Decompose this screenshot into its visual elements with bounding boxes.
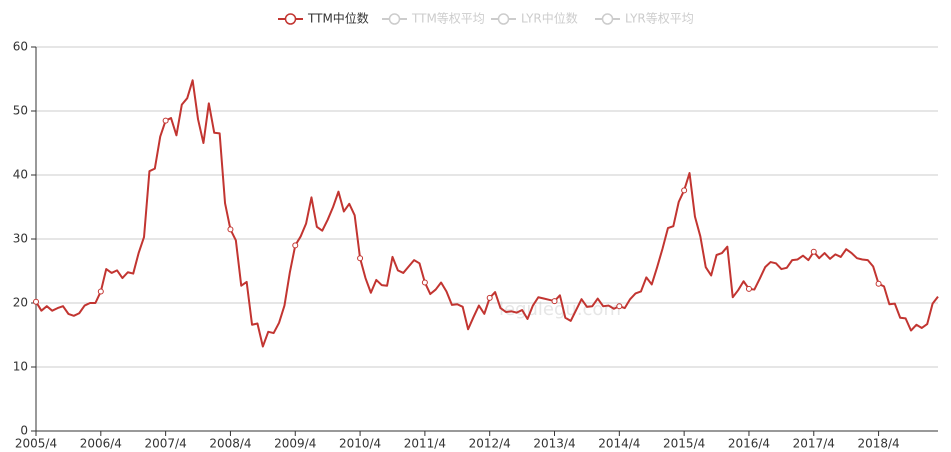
x-tick-label: 2010/4	[339, 437, 381, 451]
data-point	[616, 303, 623, 310]
y-tick-label: 40	[13, 168, 28, 182]
y-tick-label: 10	[13, 360, 28, 374]
legend-label[interactable]: TTM中位数	[307, 11, 369, 26]
x-tick-label: 2007/4	[145, 437, 187, 451]
legend-label[interactable]: LYR等权平均	[625, 12, 694, 26]
data-point	[875, 280, 882, 287]
x-tick-label: 2013/4	[533, 437, 575, 451]
x-tick-label: 2005/4	[15, 437, 57, 451]
x-tick-label: 2009/4	[274, 437, 316, 451]
data-point	[551, 298, 558, 305]
data-point	[745, 285, 752, 292]
y-tick-label: 30	[13, 232, 28, 246]
data-point	[357, 255, 364, 262]
data-point	[33, 298, 39, 305]
data-point	[227, 226, 234, 233]
x-tick-label: 2011/4	[404, 437, 446, 451]
x-tick-label: 2014/4	[598, 437, 640, 451]
data-point	[162, 117, 169, 124]
x-tick-label: 2015/4	[663, 437, 705, 451]
y-tick-label: 20	[13, 296, 28, 310]
data-point	[97, 288, 104, 295]
legend-label[interactable]: TTM等权平均	[411, 12, 485, 26]
data-point	[486, 294, 493, 301]
y-tick-label: 0	[20, 424, 28, 438]
x-tick-label: 2016/4	[728, 437, 770, 451]
x-tick-label: 2006/4	[80, 437, 122, 451]
data-point	[810, 248, 817, 255]
y-tick-label: 60	[13, 40, 28, 54]
x-tick-label: 2018/4	[857, 437, 899, 451]
data-point	[292, 242, 299, 249]
legend-icon	[601, 13, 614, 25]
x-tick-label: 2008/4	[209, 437, 251, 451]
watermark: legulegu.com	[499, 299, 621, 320]
series-line	[35, 79, 939, 348]
legend-icon	[284, 13, 297, 25]
x-tick-label: 2017/4	[793, 437, 835, 451]
data-point	[421, 279, 428, 286]
legend-icon	[497, 13, 510, 25]
y-tick-label: 50	[13, 104, 28, 118]
legend-label[interactable]: LYR中位数	[521, 11, 578, 26]
data-point	[681, 187, 688, 194]
x-tick-label: 2012/4	[469, 437, 511, 451]
legend-icon	[388, 13, 401, 25]
